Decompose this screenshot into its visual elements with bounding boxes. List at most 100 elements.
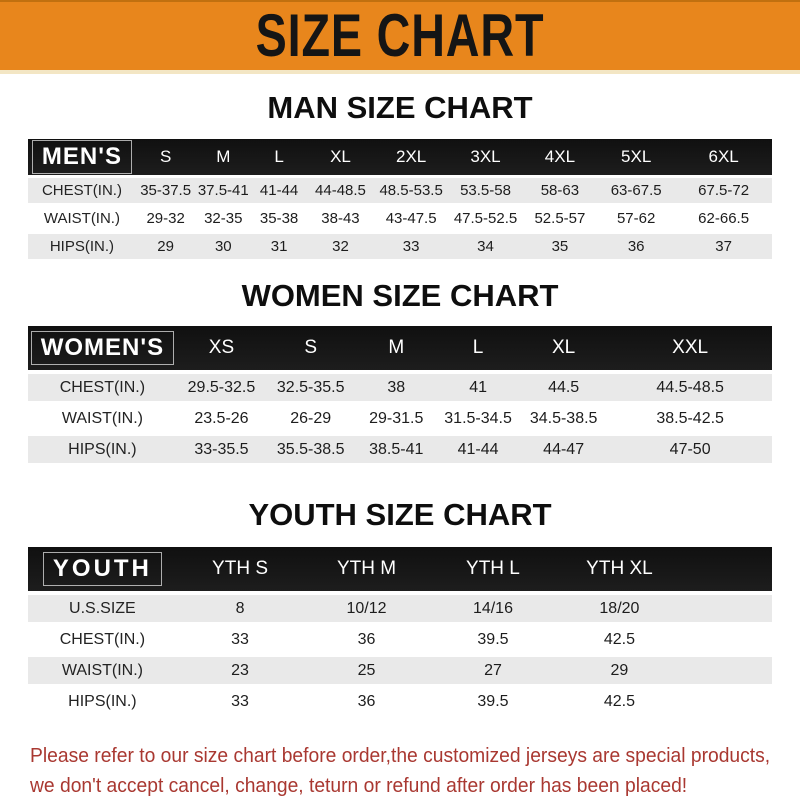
size-column-header: 4XL: [522, 139, 598, 175]
size-value: 41-44: [437, 436, 519, 463]
size-column-header: M: [195, 139, 252, 175]
table-header-row: YOUTH YTH S YTH M YTH L YTH XL: [28, 547, 772, 591]
size-value: 29-32: [135, 206, 196, 231]
table-row: HIPS(IN.) 33 36 39.5 42.5: [28, 688, 772, 715]
size-value: 33-35.5: [176, 436, 267, 463]
row-spacer-cell: [682, 657, 772, 684]
size-value: 31.5-34.5: [437, 405, 519, 432]
size-value: 31: [251, 234, 307, 259]
size-value: 42.5: [556, 688, 683, 715]
size-column-header: 5XL: [597, 139, 676, 175]
size-value: 36: [303, 626, 430, 653]
size-value: 52.5-57: [522, 206, 598, 231]
table-header-row: MEN'S S M L XL 2XL 3XL 4XL 5XL 6XL: [28, 139, 772, 175]
size-value: 30: [195, 234, 252, 259]
size-value: 41: [437, 374, 519, 401]
size-column-header: S: [135, 139, 196, 175]
size-value: 36: [303, 688, 430, 715]
row-label: WAIST(IN.): [28, 206, 136, 231]
row-spacer-cell: [682, 688, 772, 715]
row-label: CHEST(IN.): [28, 374, 177, 401]
size-value: 38: [355, 374, 438, 401]
table-row: CHEST(IN.) 35-37.5 37.5-41 41-44 44-48.5 48.5…: [28, 178, 772, 203]
women-size-chart-heading: WOMEN SIZE CHART: [241, 278, 559, 313]
table-row: WAIST(IN.) 23.5-26 26-29 29-31.5 31.5-34.5 34…: [28, 405, 772, 432]
disclaimer-line-1: Please refer to our size chart before or…: [30, 744, 771, 767]
size-column-header: L: [251, 139, 307, 175]
row-label: WAIST(IN.): [28, 657, 177, 684]
size-value: 23.5-26: [176, 405, 267, 432]
size-value: 29: [556, 657, 683, 684]
size-value: 26-29: [266, 405, 356, 432]
size-column-header: YTH S: [176, 547, 304, 591]
header-spacer-cell: [682, 547, 772, 591]
size-column-header: 3XL: [448, 139, 523, 175]
size-value: 18/20: [556, 595, 683, 622]
size-value: 35-37.5: [135, 178, 196, 203]
row-spacer-cell: [682, 626, 772, 653]
size-value: 29.5-32.5: [176, 374, 267, 401]
disclaimer: Please refer to our size chart before or…: [30, 741, 795, 801]
table-row: U.S.SIZE 8 10/12 14/16 18/20: [28, 595, 772, 622]
row-label: HIPS(IN.): [28, 436, 177, 463]
size-value: 29-31.5: [355, 405, 438, 432]
size-value: 41-44: [251, 178, 307, 203]
size-column-header: XXL: [608, 326, 772, 370]
youth-size-chart-heading: YOUTH SIZE CHART: [248, 497, 552, 532]
table-row: CHEST(IN.) 29.5-32.5 32.5-35.5 38 41 44.5 44.5…: [28, 374, 772, 401]
row-label: WAIST(IN.): [28, 405, 177, 432]
women-size-chart-section: WOMEN SIZE CHART WOMEN'S XS S M L XL XXL CHEST(…: [0, 278, 800, 467]
size-value: 33: [176, 688, 304, 715]
size-value: 38.5-42.5: [608, 405, 772, 432]
size-value: 44.5: [519, 374, 609, 401]
table-row: WAIST(IN.) 29-32 32-35 35-38 38-43 43-47.5 47.…: [28, 206, 772, 231]
size-value: 34: [448, 234, 523, 259]
disclaimer-line-2: we don't accept cancel, change, teturn o…: [30, 774, 688, 797]
row-spacer-cell: [682, 595, 772, 622]
size-chart-banner: SIZE CHART: [0, 0, 800, 74]
size-value: 44.5-48.5: [608, 374, 772, 401]
size-column-header: L: [437, 326, 519, 370]
size-value: 34.5-38.5: [519, 405, 609, 432]
size-value: 37.5-41: [195, 178, 252, 203]
youth-size-table: YOUTH YTH S YTH M YTH L YTH XL U.S.SIZE 8 10/12…: [28, 543, 772, 719]
size-value: 8: [176, 595, 304, 622]
size-value: 33: [373, 234, 449, 259]
youth-label-text: YOUTH: [42, 552, 162, 586]
size-value: 58-63: [522, 178, 598, 203]
size-value: 32.5-35.5: [266, 374, 356, 401]
mens-label-text: MEN'S: [31, 140, 132, 174]
size-value: 38-43: [306, 206, 374, 231]
banner-title: SIZE CHART: [255, 2, 545, 70]
row-label: HIPS(IN.): [28, 688, 177, 715]
man-size-chart-heading: MAN SIZE CHART: [267, 90, 533, 125]
womens-table-label: WOMEN'S: [28, 326, 177, 370]
size-column-header: YTH L: [429, 547, 557, 591]
size-value: 63-67.5: [597, 178, 676, 203]
size-value: 37: [675, 234, 772, 259]
size-value: 14/16: [429, 595, 557, 622]
size-column-header: 6XL: [675, 139, 772, 175]
table-header-row: WOMEN'S XS S M L XL XXL: [28, 326, 772, 370]
size-column-header: XL: [519, 326, 609, 370]
size-value: 38.5-41: [355, 436, 438, 463]
size-value: 35: [522, 234, 598, 259]
size-column-header: M: [355, 326, 438, 370]
size-value: 25: [303, 657, 430, 684]
size-value: 39.5: [429, 688, 557, 715]
size-column-header: YTH XL: [556, 547, 683, 591]
size-value: 57-62: [597, 206, 676, 231]
size-value: 43-47.5: [373, 206, 449, 231]
mens-table-label: MEN'S: [28, 139, 136, 175]
size-value: 67.5-72: [675, 178, 772, 203]
man-size-chart-section: MAN SIZE CHART MEN'S S M L XL 2XL 3XL 4XL 5XL 6XL…: [0, 90, 800, 262]
youth-size-chart-section: YOUTH SIZE CHART YOUTH YTH S YTH M YTH L YTH…: [0, 497, 800, 719]
size-value: 53.5-58: [448, 178, 523, 203]
size-value: 36: [597, 234, 676, 259]
size-column-header: 2XL: [373, 139, 449, 175]
youth-table-label: YOUTH: [28, 547, 177, 591]
row-label: CHEST(IN.): [28, 626, 177, 653]
size-value: 44-47: [519, 436, 609, 463]
row-label: U.S.SIZE: [28, 595, 177, 622]
